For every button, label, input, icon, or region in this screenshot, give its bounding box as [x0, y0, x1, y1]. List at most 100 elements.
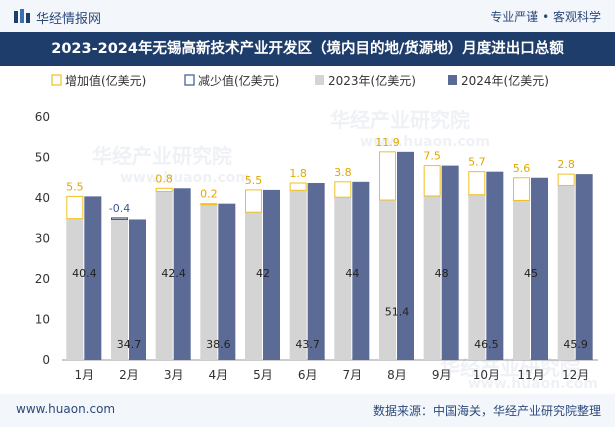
footer-source: 数据来源：中国海关，华经产业研究院整理	[372, 404, 601, 418]
bar-2024	[352, 181, 370, 360]
watermark-url: www.huaon.com	[360, 134, 491, 150]
change-label: 11.9	[375, 136, 400, 149]
legend-2024-label: 2024年(亿美元)	[461, 73, 549, 88]
legend-2023-label: 2023年(亿美元)	[328, 73, 416, 88]
y-tick-label: 10	[35, 313, 50, 327]
bar-2023	[200, 204, 218, 360]
value-label-2024: 46.5	[474, 338, 499, 351]
bar-2023	[379, 200, 396, 360]
y-tick-label: 60	[35, 110, 50, 124]
increase-marker	[423, 165, 441, 197]
x-tick-label: 10月	[473, 368, 500, 382]
bar-2023	[468, 194, 486, 360]
value-label-2024: 45	[524, 267, 538, 280]
bar-2024	[263, 189, 280, 360]
x-tick-label: 11月	[517, 368, 544, 382]
legend-increase-swatch	[51, 74, 62, 86]
value-label-2024: 51.4	[385, 305, 410, 318]
x-tick-label: 4月	[209, 368, 229, 382]
value-label-2024: 34.7	[117, 338, 142, 351]
bar-2024	[84, 196, 102, 360]
x-tick-label: 6月	[298, 368, 318, 382]
bar-2024	[486, 171, 504, 360]
x-tick-label: 1月	[75, 368, 95, 382]
value-label-2024: 44	[345, 267, 359, 280]
value-label-2024: 48	[435, 267, 449, 280]
bar-2023	[111, 217, 128, 360]
y-tick-label: 40	[35, 191, 50, 205]
huajing-logo-icon	[14, 9, 30, 23]
change-label: 2.8	[557, 158, 575, 171]
x-tick-label: 5月	[253, 368, 273, 382]
bar-2024	[218, 203, 236, 360]
title-bar: 2023-2024年无锡高新技术产业开发区（境内目的地/货源地）月度进出口总额	[0, 32, 615, 66]
x-tick-label: 3月	[164, 368, 184, 382]
value-label-2024: 45.9	[563, 338, 588, 351]
value-label-2024: 42	[256, 267, 270, 280]
increase-marker	[66, 195, 84, 220]
increase-marker	[245, 189, 262, 213]
change-label: 5.5	[66, 180, 84, 193]
watermark-url: www.huaon.com	[120, 170, 251, 186]
legend-2024-swatch	[448, 75, 457, 85]
change-label: 5.7	[468, 156, 486, 169]
y-tick-label: 50	[35, 151, 50, 165]
increase-marker	[289, 182, 307, 191]
chart-title: 2023-2024年无锡高新技术产业开发区（境内目的地/货源地）月度进出口总额	[51, 41, 564, 57]
chart-area: 0 10 20 30 40 50 60 5.5 40.4 1月 -0.4 34.7 2月 0.8 42.4 3…	[35, 73, 598, 382]
watermark-text: 华经产业研究院	[92, 144, 232, 168]
legend-decrease-label: 减少值(亿美元)	[198, 73, 279, 88]
bar-2023	[66, 218, 84, 360]
bar-2024	[441, 165, 459, 360]
bar-2024	[129, 219, 146, 360]
y-tick-label: 30	[35, 232, 50, 246]
y-tick-label: 0	[42, 353, 50, 367]
increase-marker	[379, 151, 396, 201]
brand-slogan: 专业严谨 • 客观科学	[490, 10, 601, 24]
bar-2023	[245, 212, 262, 360]
value-label-2024: 42.4	[161, 267, 186, 280]
change-label: 3.8	[334, 166, 352, 179]
legend-increase-label: 增加值(亿美元)	[65, 73, 146, 88]
bar-2023	[334, 197, 352, 360]
change-label: 0.8	[155, 172, 173, 185]
change-label: 7.5	[423, 150, 441, 163]
value-label-2024: 40.4	[72, 267, 97, 280]
bar-2024	[307, 183, 325, 360]
value-label-2024: 38.6	[206, 338, 231, 351]
x-tick-label: 9月	[432, 368, 452, 382]
bar-2023	[513, 200, 530, 360]
watermark-url: www.huaon.com	[468, 376, 599, 392]
bar-2023	[289, 190, 307, 360]
top-bar: 华经情报网 专业严谨 • 客观科学	[0, 0, 615, 32]
bar-2023	[155, 191, 173, 360]
increase-marker	[334, 181, 352, 198]
footer-bar: www.huaon.com 数据来源：中国海关，华经产业研究院整理	[0, 394, 615, 427]
bar-2024	[173, 188, 191, 360]
footer-website: www.huaon.com	[16, 402, 116, 416]
legend-decrease-swatch	[184, 74, 195, 86]
y-tick-label: 20	[35, 272, 50, 286]
value-label-2024: 43.7	[295, 338, 320, 351]
x-tick-label: 2月	[119, 368, 139, 382]
change-label: 1.8	[289, 167, 307, 180]
x-tick-label: 8月	[387, 368, 407, 382]
x-tick-label: 7月	[343, 368, 363, 382]
bar-2024	[575, 174, 593, 360]
increase-marker	[557, 173, 575, 186]
decrease-marker	[111, 217, 128, 220]
legend-2023-swatch	[315, 75, 324, 85]
change-label: 5.6	[513, 162, 531, 175]
bar-2023	[557, 185, 575, 360]
x-tick-label: 12月	[562, 368, 589, 382]
bar-2024	[531, 177, 548, 360]
bar-2023	[423, 195, 441, 360]
change-label: 0.2	[200, 188, 218, 201]
watermark-text: 华经产业研究院	[330, 108, 470, 132]
change-label: 5.5	[245, 174, 263, 187]
change-label: -0.4	[109, 202, 130, 215]
increase-marker	[155, 187, 173, 193]
brand-name: 华经情报网	[36, 12, 102, 27]
bar-2024	[397, 151, 414, 360]
increase-marker	[200, 203, 218, 206]
